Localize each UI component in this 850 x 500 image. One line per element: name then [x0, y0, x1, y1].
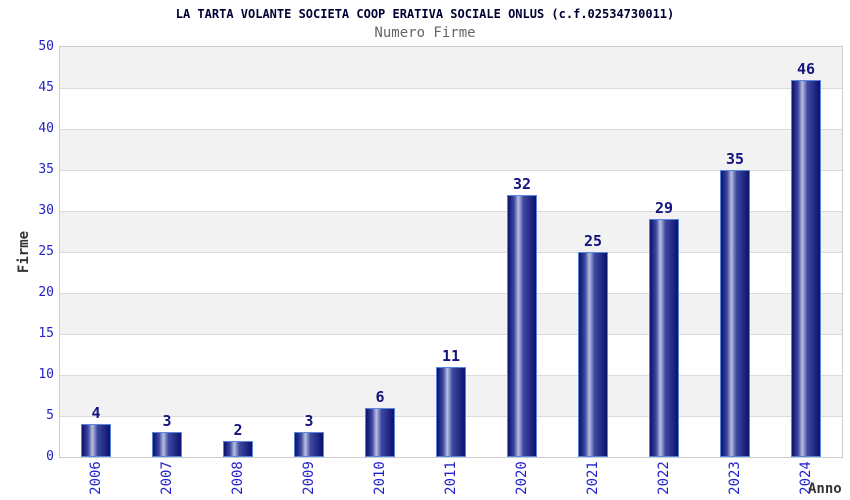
bar-2008: [223, 441, 253, 457]
gridline: [60, 129, 842, 130]
y-tick-label: 5: [46, 408, 54, 423]
chart-subtitle: Numero Firme: [374, 25, 476, 41]
x-tick-label: 2010: [372, 461, 388, 495]
x-tick-label: 2024: [798, 461, 814, 495]
bar-2020: [507, 195, 537, 457]
plot-band: [60, 252, 842, 293]
plot-band: [60, 88, 842, 129]
y-tick-label: 10: [38, 367, 54, 382]
y-tick-label: 40: [38, 121, 54, 136]
chart-title: LA TARTA VOLANTE SOCIETA COOP ERATIVA SO…: [175, 7, 675, 21]
gridline: [60, 88, 842, 89]
x-tick-label: 2007: [159, 461, 175, 495]
bar-value-label: 32: [512, 175, 532, 193]
bar-value-label: 3: [304, 412, 314, 430]
y-tick-label: 50: [38, 39, 54, 54]
y-tick-label: 30: [38, 203, 54, 218]
bar-2023: [720, 170, 750, 457]
x-tick-label: 2008: [230, 461, 246, 495]
gridline: [60, 252, 842, 253]
y-tick-label: 0: [46, 449, 54, 464]
bar-value-label: 2: [233, 421, 243, 439]
bar-2009: [294, 432, 324, 457]
x-tick-label: 2022: [656, 461, 672, 495]
y-tick-label: 20: [38, 285, 54, 300]
bar-2007: [152, 432, 182, 457]
y-tick-label: 35: [38, 162, 54, 177]
bar-value-label: 11: [441, 347, 461, 365]
y-tick-label: 25: [38, 244, 54, 259]
y-tick-label: 45: [38, 80, 54, 95]
plot-band: [60, 129, 842, 170]
x-tick-label: 2021: [585, 461, 601, 495]
gridline: [60, 293, 842, 294]
x-tick-label: 2009: [301, 461, 317, 495]
x-axis-title: Anno: [808, 481, 842, 497]
x-tick-label: 2020: [514, 461, 530, 495]
bar-value-label: 25: [583, 232, 603, 250]
bar-2010: [365, 408, 395, 457]
gridline: [60, 334, 842, 335]
plot-band: [60, 211, 842, 252]
plot-band: [60, 47, 842, 88]
plot-area: 4 3 2 3 6 11 32 25 29 35 46: [59, 46, 843, 458]
bar-2011: [436, 367, 466, 457]
bar-value-label: 29: [654, 199, 674, 217]
bar-2006: [81, 424, 111, 457]
x-tick-label: 2011: [443, 461, 459, 495]
x-tick-label: 2023: [727, 461, 743, 495]
x-tick-label: 2006: [88, 461, 104, 495]
bar-value-label: 46: [796, 60, 816, 78]
bar-2024: [791, 80, 821, 457]
bar-2022: [649, 219, 679, 457]
plot-band: [60, 293, 842, 334]
bar-value-label: 35: [725, 150, 745, 168]
bar-2021: [578, 252, 608, 457]
gridline: [60, 170, 842, 171]
plot-band: [60, 170, 842, 211]
y-tick-label: 15: [38, 326, 54, 341]
bar-value-label: 4: [91, 404, 101, 422]
gridline: [60, 211, 842, 212]
bar-value-label: 6: [375, 388, 385, 406]
bar-value-label: 3: [162, 412, 172, 430]
